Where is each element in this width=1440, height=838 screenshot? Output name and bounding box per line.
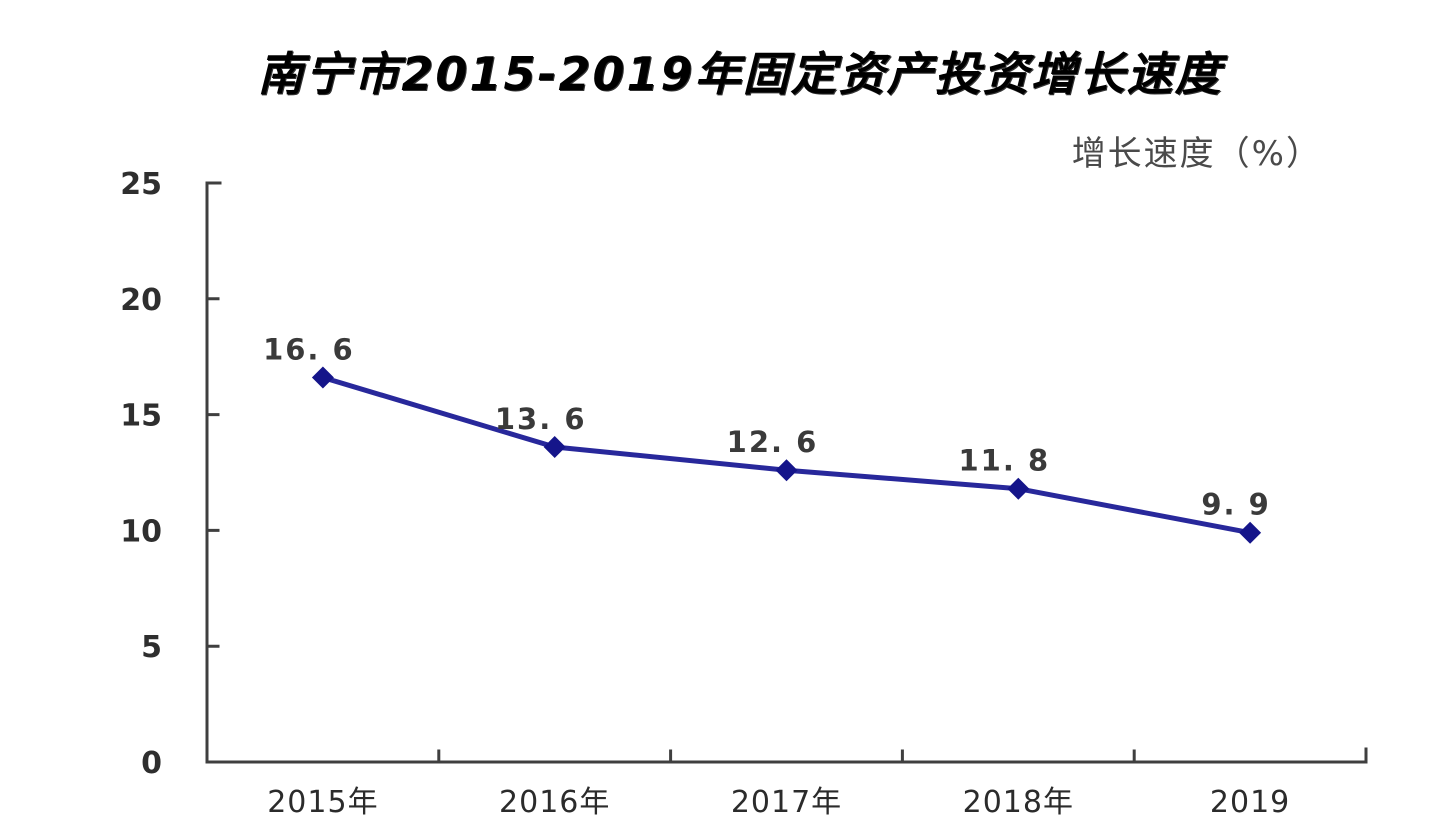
y-axis-tick-label: 20 [120, 283, 162, 318]
x-axis-tick-label: 2015年 [267, 785, 378, 820]
data-point-label: 11. 8 [958, 444, 1050, 478]
y-axis-tick-label: 0 [141, 746, 162, 781]
y-axis-tick-label: 10 [120, 514, 162, 549]
axes [205, 181, 1368, 764]
x-axis-tick-label: 2017年 [731, 785, 842, 820]
y-axis-tick-label: 25 [120, 167, 162, 202]
data-point-label: 16. 6 [263, 333, 355, 367]
data-point-marker [311, 366, 334, 389]
data-point-label: 9. 9 [1201, 488, 1270, 522]
x-axis-tick-label: 2018年 [963, 785, 1074, 820]
data-point-marker [775, 459, 798, 482]
data-point-marker [1239, 521, 1262, 544]
y-axis-unit-label: 增长速度（%） [1071, 134, 1322, 174]
data-point-marker [1007, 477, 1030, 500]
y-axis-tick-label: 15 [120, 399, 162, 434]
data-point-marker [543, 436, 566, 458]
data-point-label: 13. 6 [495, 402, 587, 436]
x-axis-tick-label: 2019 [1210, 785, 1290, 820]
chart-title: 南宁市2015-2019年固定资产投资增长速度 [257, 47, 1223, 101]
y-axis-tick-label: 5 [141, 630, 162, 665]
x-axis-tick-label: 2016年 [499, 785, 610, 820]
data-point-label: 12. 6 [727, 425, 819, 459]
